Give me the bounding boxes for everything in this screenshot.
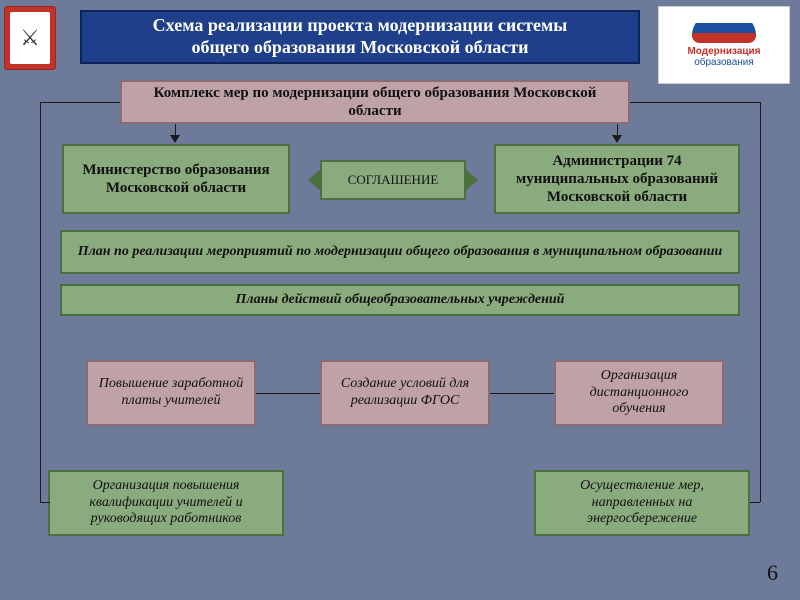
- text-fgos: Создание условий для реализации ФГОС: [328, 376, 482, 410]
- connector-line: [256, 393, 320, 394]
- agreement-label: СОГЛАШЕНИЕ: [348, 172, 439, 188]
- box-fgos: Создание условий для реализации ФГОС: [320, 360, 490, 426]
- bracket-line: [40, 102, 41, 502]
- box-distance: Организация дистанционного обучения: [554, 360, 724, 426]
- title-line-1: Схема реализации проекта модернизации си…: [153, 15, 568, 37]
- box-qualification: Организация повышения квалификации учите…: [48, 470, 284, 536]
- modernization-logo: Модернизацияобразования: [658, 6, 790, 84]
- text-qualification: Организация повышения квалификации учите…: [56, 478, 276, 528]
- text-energy: Осуществление мер, направленных на энерг…: [542, 478, 742, 528]
- text-complex: Комплекс мер по модернизации общего обра…: [128, 84, 622, 120]
- slide-title: Схема реализации проекта модернизации си…: [80, 10, 640, 64]
- box-salary: Повышение заработной платы учителей: [86, 360, 256, 426]
- agreement-arrow: СОГЛАШЕНИЕ: [320, 160, 466, 200]
- ministry-line2: Московской области: [106, 179, 246, 197]
- text-salary: Повышение заработной платы учителей: [94, 376, 248, 410]
- box-admin: Администрации 74 муниципальных образован…: [494, 144, 740, 214]
- box-plans-schools: Планы действий общеобразовательных учреж…: [60, 284, 740, 316]
- arrow-down-icon: [612, 135, 622, 143]
- text-plan: План по реализации мероприятий по модерн…: [78, 244, 723, 261]
- title-line-2: общего образования Московской области: [191, 37, 528, 59]
- bracket-line: [760, 102, 761, 502]
- emblem-icon: ⚔: [4, 6, 56, 70]
- page-number: 6: [767, 560, 778, 586]
- text-distance: Организация дистанционного обучения: [562, 368, 716, 418]
- ministry-line1: Министерство образования: [82, 161, 269, 179]
- bracket-line: [40, 102, 120, 103]
- bracket-line: [630, 102, 760, 103]
- box-plan: План по реализации мероприятий по модерн…: [60, 230, 740, 274]
- box-ministry: Министерство образования Московской обла…: [62, 144, 290, 214]
- arrow-down-icon: [170, 135, 180, 143]
- connector-line: [490, 393, 554, 394]
- box-energy: Осуществление мер, направленных на энерг…: [534, 470, 750, 536]
- box-complex: Комплекс мер по модернизации общего обра…: [120, 80, 630, 124]
- bracket-line: [750, 502, 760, 503]
- text-admin: Администрации 74 муниципальных образован…: [502, 152, 732, 206]
- slide-root: Схема реализации проекта модернизации си…: [0, 0, 800, 600]
- bracket-line: [40, 502, 50, 503]
- text-plans-schools: Планы действий общеобразовательных учреж…: [236, 292, 565, 309]
